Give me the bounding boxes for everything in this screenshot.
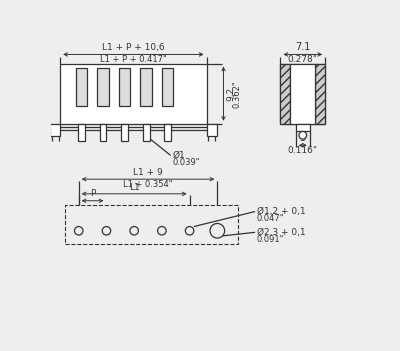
- Bar: [296, 124, 310, 131]
- Circle shape: [210, 224, 225, 238]
- Text: 0.091": 0.091": [256, 235, 284, 244]
- Text: 0.362": 0.362": [233, 80, 242, 107]
- Circle shape: [158, 226, 166, 235]
- Bar: [76, 67, 87, 106]
- Bar: [78, 124, 85, 141]
- Bar: [143, 124, 150, 141]
- Bar: [315, 64, 325, 124]
- Text: L1 + P + 10,6: L1 + P + 10,6: [102, 43, 165, 52]
- Bar: [162, 67, 174, 106]
- Text: Ø1,2 + 0,1: Ø1,2 + 0,1: [256, 207, 305, 216]
- Text: L1 + 9: L1 + 9: [133, 168, 163, 177]
- Bar: [290, 64, 315, 124]
- Text: 0.039": 0.039": [172, 158, 200, 167]
- Bar: [65, 205, 238, 244]
- Text: P: P: [90, 190, 95, 198]
- Text: Ø2,3 + 0,1: Ø2,3 + 0,1: [256, 228, 305, 237]
- Text: 0.278": 0.278": [288, 55, 318, 64]
- Bar: [206, 124, 216, 136]
- Bar: [121, 124, 128, 141]
- Text: 9,2: 9,2: [226, 87, 236, 101]
- Circle shape: [299, 131, 307, 139]
- Circle shape: [102, 226, 111, 235]
- Text: L1: L1: [129, 183, 140, 192]
- Circle shape: [74, 226, 83, 235]
- Bar: [50, 124, 60, 136]
- Bar: [60, 64, 206, 124]
- Bar: [280, 64, 325, 124]
- Circle shape: [130, 226, 138, 235]
- Text: Ø1: Ø1: [172, 151, 185, 160]
- Bar: [97, 67, 109, 106]
- Bar: [119, 67, 130, 106]
- Text: 7.1: 7.1: [295, 42, 310, 52]
- Bar: [100, 124, 106, 141]
- Text: L1 + 0.354": L1 + 0.354": [123, 180, 173, 189]
- Bar: [140, 67, 152, 106]
- Text: 3: 3: [300, 133, 306, 143]
- Text: 0.116": 0.116": [288, 146, 318, 155]
- Bar: [280, 64, 290, 124]
- Text: 0.047": 0.047": [256, 214, 284, 223]
- Text: L1 + P + 0.417": L1 + P + 0.417": [100, 55, 167, 64]
- Circle shape: [185, 226, 194, 235]
- Bar: [164, 124, 171, 141]
